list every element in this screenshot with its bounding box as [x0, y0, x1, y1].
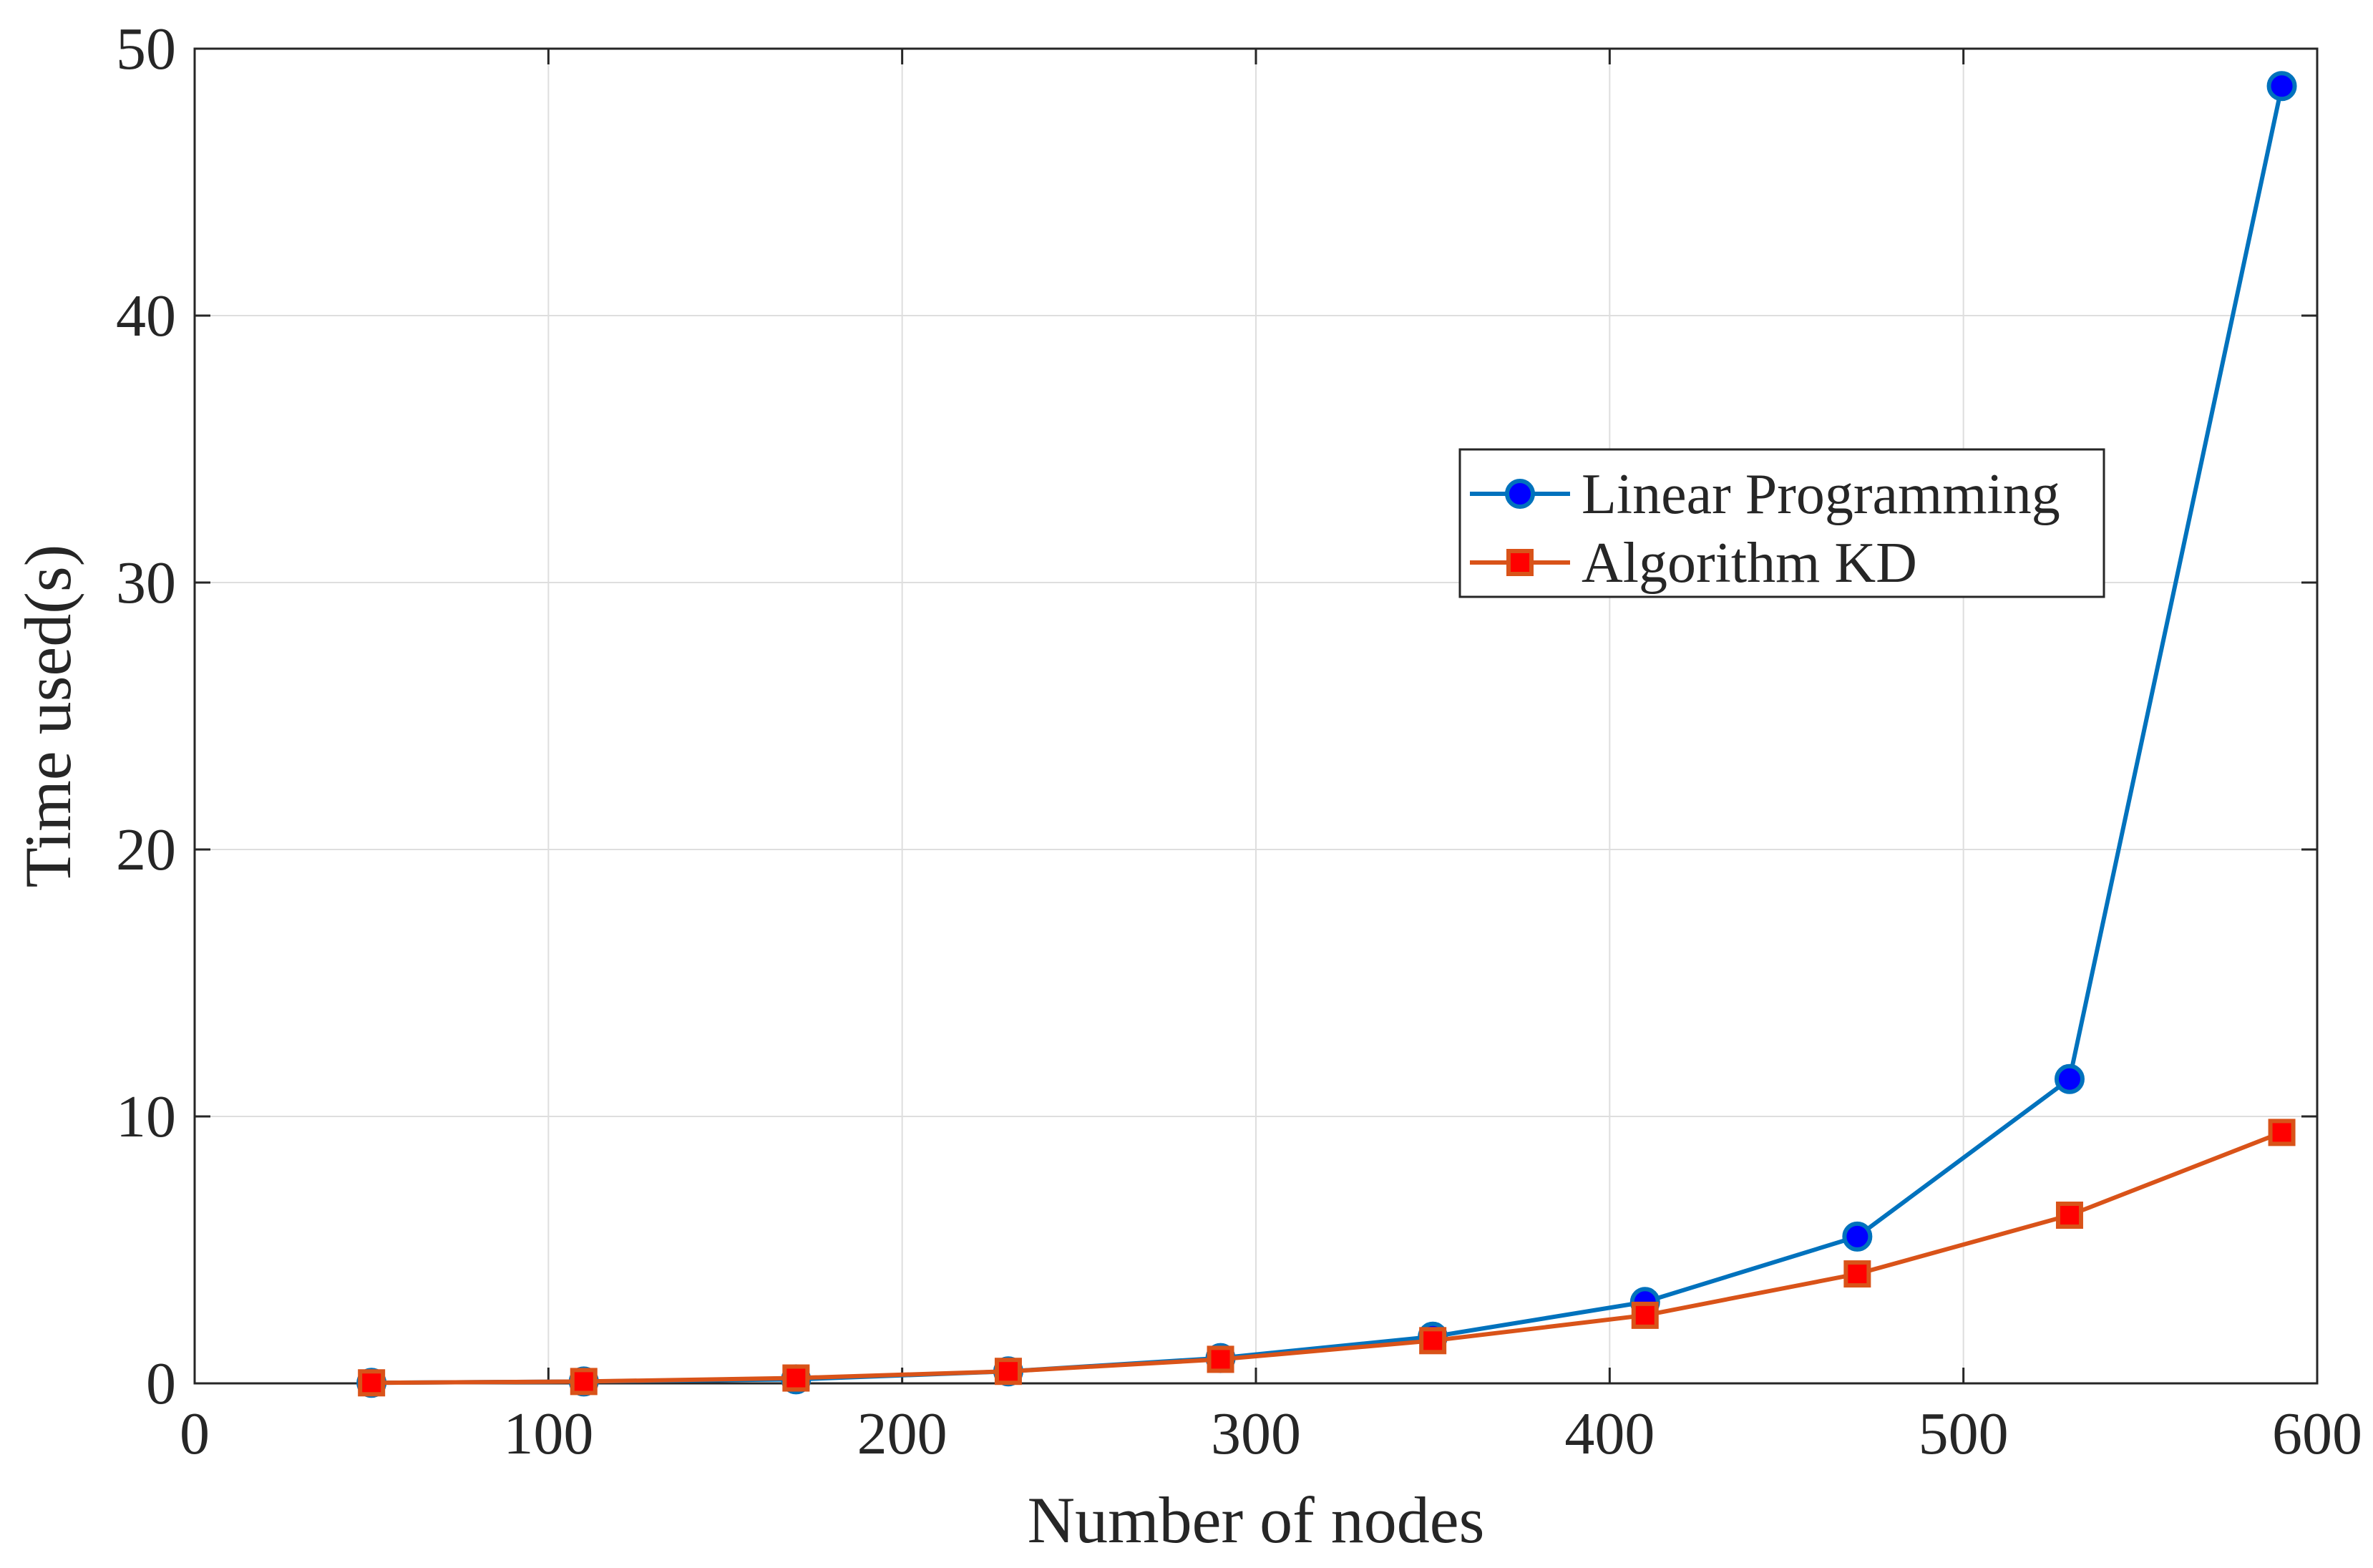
y-tick-label: 30	[116, 550, 176, 616]
data-point	[1843, 1260, 1871, 1288]
series-line	[371, 1130, 2283, 1386]
x-tick-label: 200	[857, 1401, 947, 1467]
y-tick-label: 20	[116, 817, 176, 883]
x-tick-label: 400	[1564, 1401, 1655, 1467]
legend-box	[1458, 448, 2105, 598]
data-point	[782, 1364, 810, 1392]
legend-entry-algorithm-kd: Algorithm KD	[1470, 532, 1917, 595]
data-point	[2266, 71, 2297, 102]
legend-label-algorithm-kd: Algorithm KD	[1582, 532, 1917, 595]
data-point	[570, 1368, 598, 1396]
data-point	[2268, 1119, 2296, 1146]
data-point	[358, 1369, 386, 1397]
data-point	[1419, 1327, 1447, 1355]
data-point	[994, 1358, 1022, 1386]
legend-marker-square	[1506, 549, 1534, 576]
data-point	[1207, 1345, 1234, 1373]
x-tick-label: 100	[503, 1401, 593, 1467]
legend: Linear Programming Algorithm KD	[1458, 448, 2105, 598]
y-axis-label: Time used(s)	[11, 545, 84, 888]
y-tick-label: 10	[116, 1084, 176, 1150]
y-tick-label: 0	[146, 1350, 176, 1417]
x-axis-label: Number of nodes	[1028, 1484, 1485, 1557]
legend-entry-linear-programming: Linear Programming	[1470, 463, 2060, 526]
x-tick-label: 500	[1919, 1401, 2009, 1467]
data-point	[1842, 1221, 1873, 1252]
x-tick-label: 0	[180, 1401, 210, 1467]
legend-marker-circle	[1505, 479, 1535, 509]
x-tick-label: 300	[1211, 1401, 1301, 1467]
tick-labels: 0 100 200 300 400 500 600 0 10 20 30 40 50	[116, 16, 2362, 1467]
data-point	[2055, 1202, 2083, 1229]
x-tick-label: 600	[2272, 1401, 2362, 1467]
series-layer	[356, 71, 2297, 1398]
data-point	[2054, 1063, 2085, 1094]
data-point	[1631, 1301, 1659, 1329]
y-tick-label: 50	[116, 16, 176, 82]
series-algorithm-kd	[358, 1119, 2296, 1397]
y-tick-label: 40	[116, 283, 176, 349]
grid	[195, 49, 2317, 1383]
legend-label-linear-programming: Linear Programming	[1582, 463, 2060, 526]
